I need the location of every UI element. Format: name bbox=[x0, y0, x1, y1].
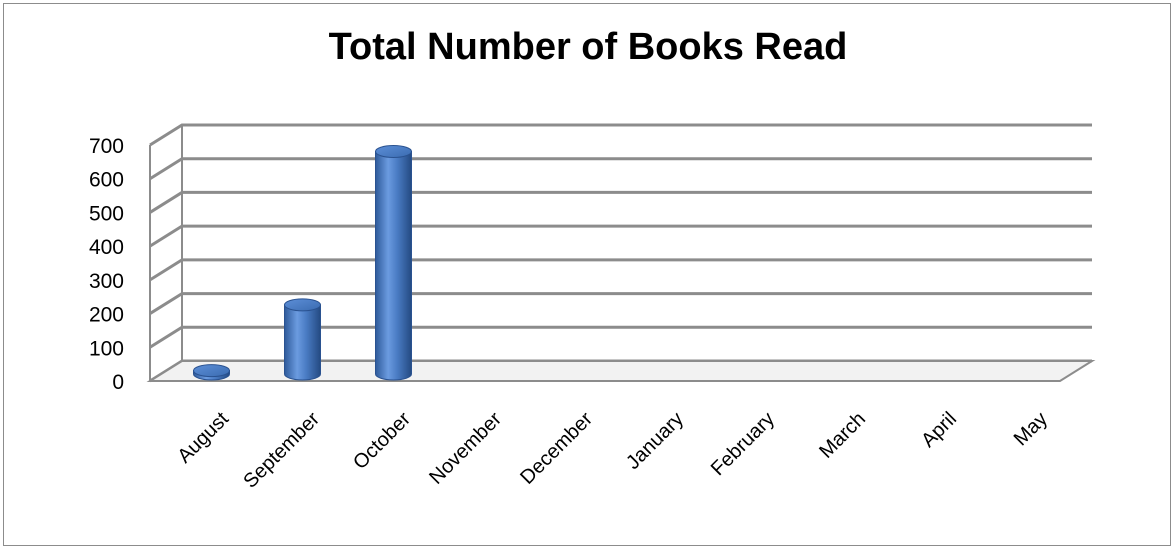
bar-top bbox=[375, 144, 412, 158]
x-category-label: May bbox=[1010, 408, 1052, 450]
x-category-label: October bbox=[349, 408, 415, 474]
bar-top bbox=[284, 298, 321, 312]
x-category-label: September bbox=[239, 408, 324, 493]
x-category-label: November bbox=[425, 408, 506, 489]
gridline bbox=[149, 190, 1092, 214]
bar-body bbox=[375, 150, 412, 381]
x-category-label: April bbox=[917, 408, 961, 452]
y-tick-label: 400 bbox=[89, 236, 124, 259]
gridline bbox=[149, 157, 1092, 180]
bar-top bbox=[193, 364, 230, 378]
y-tick-label: 200 bbox=[89, 304, 124, 327]
y-tick-label: 500 bbox=[89, 202, 124, 225]
y-tick-label: 300 bbox=[89, 270, 124, 293]
y-tick-label: 600 bbox=[89, 169, 124, 192]
x-category-label: March bbox=[815, 408, 870, 463]
chart-frame bbox=[3, 3, 1171, 546]
x-category-label: January bbox=[622, 408, 688, 474]
x-category-label: February bbox=[707, 408, 779, 480]
bar bbox=[193, 364, 230, 381]
bar bbox=[284, 298, 321, 381]
bar-body bbox=[284, 304, 321, 381]
x-category-label: August bbox=[173, 408, 233, 468]
x-category-label: December bbox=[516, 408, 597, 489]
y-tick-label: 700 bbox=[89, 135, 124, 158]
bar bbox=[375, 144, 412, 381]
y-tick-label: 0 bbox=[112, 371, 124, 394]
chart-title: Total Number of Books Read bbox=[328, 26, 848, 68]
gridline bbox=[149, 123, 1092, 147]
gridline bbox=[149, 224, 1092, 248]
gridline bbox=[149, 258, 1092, 282]
y-tick-label: 100 bbox=[89, 337, 124, 360]
